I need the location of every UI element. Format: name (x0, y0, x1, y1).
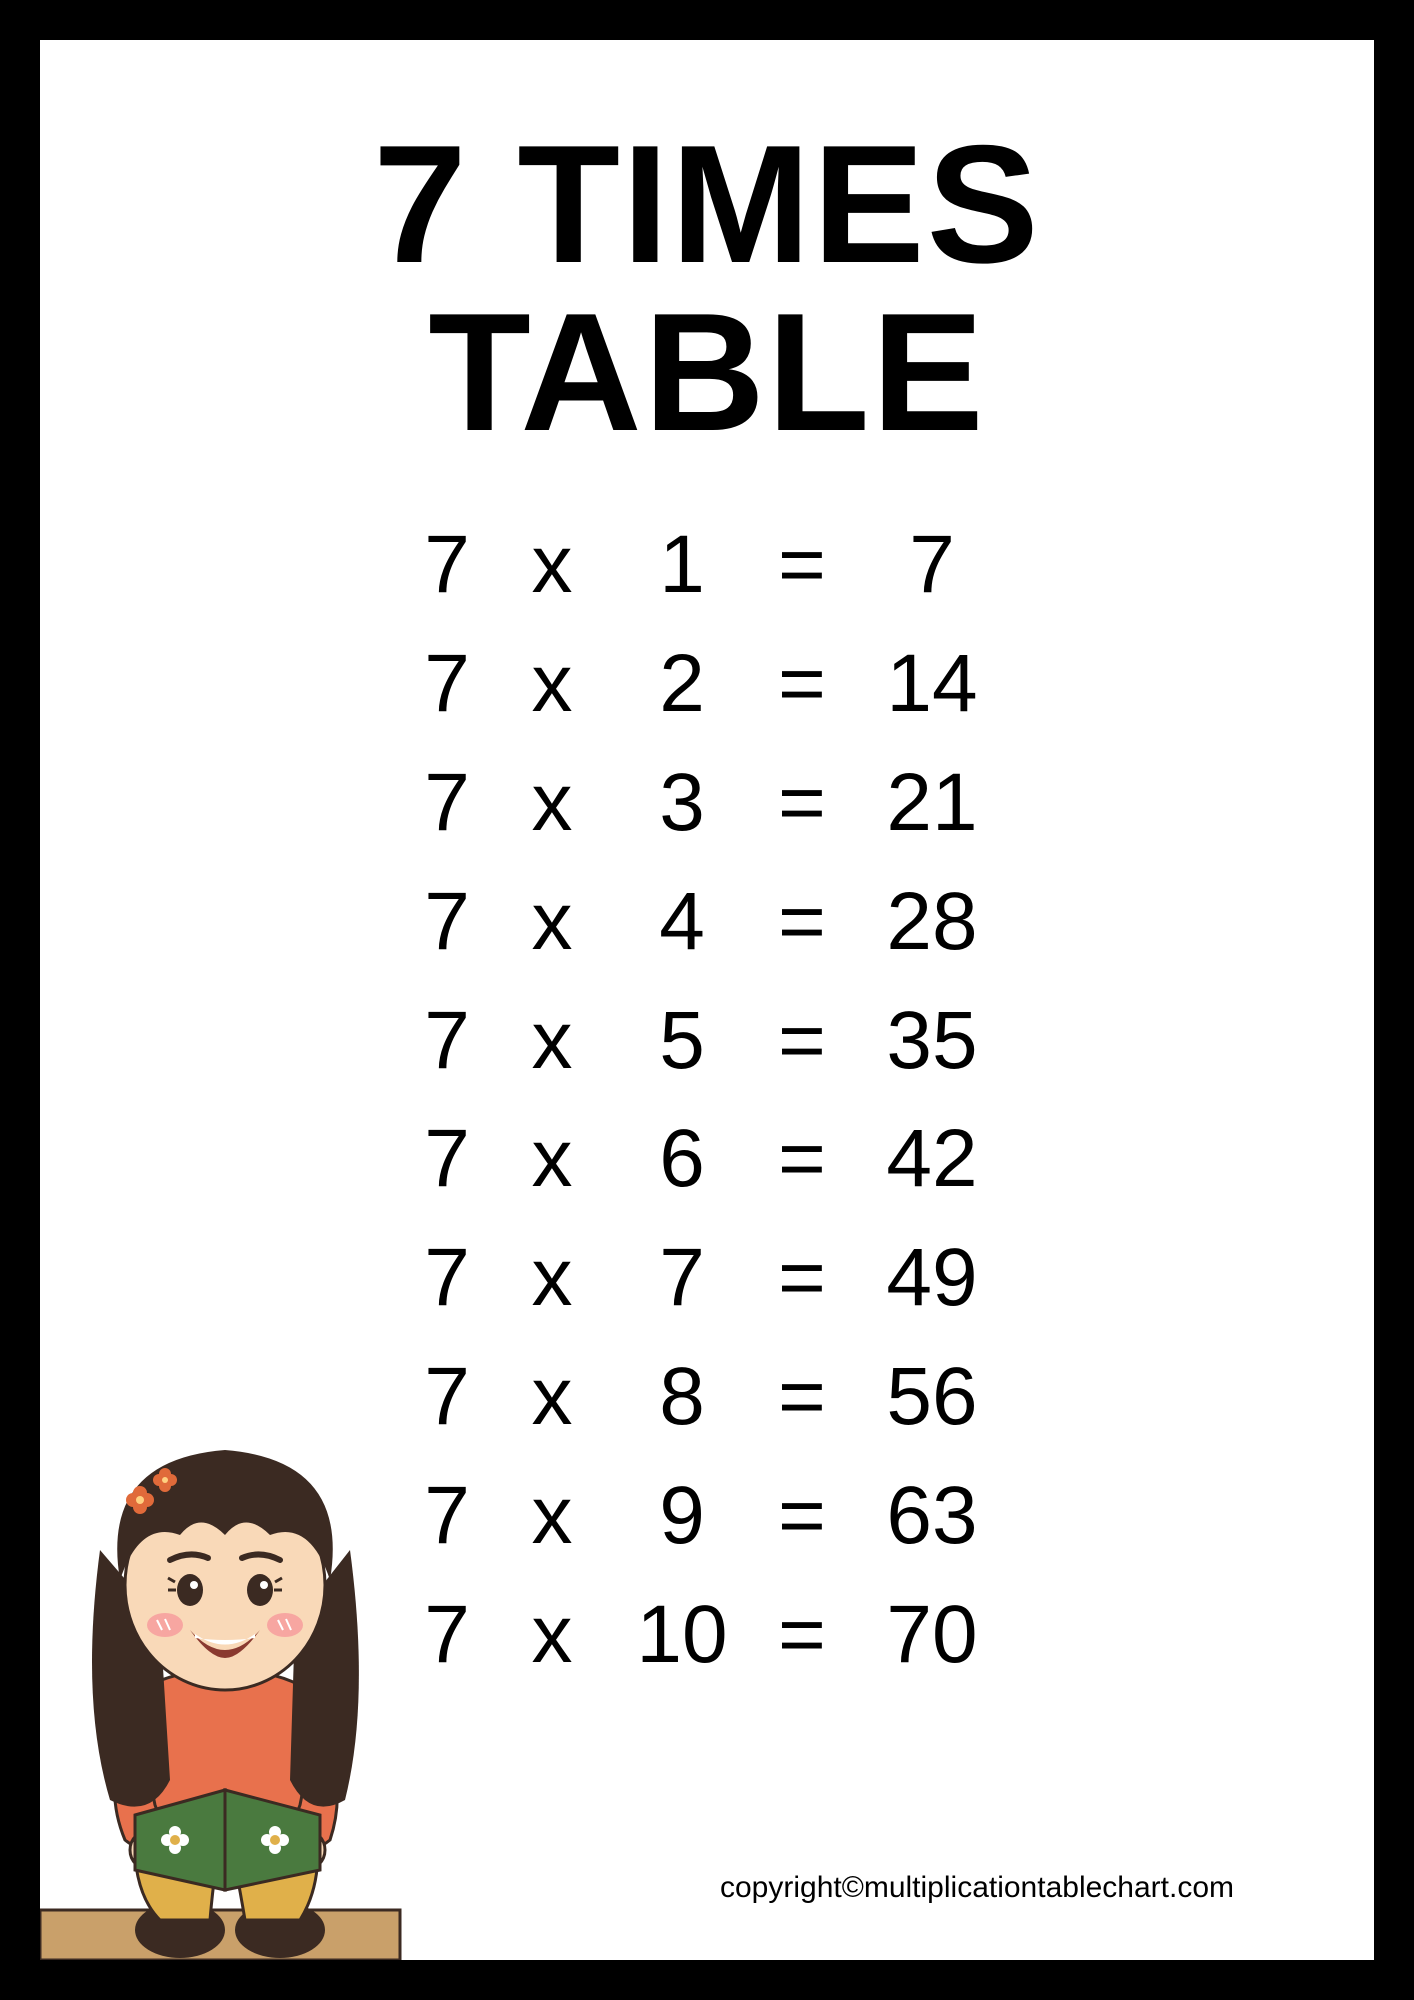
multiplier: 6 (612, 1100, 752, 1219)
operator: x (492, 1576, 612, 1695)
operator: x (492, 1219, 612, 1338)
multiplicand: 7 (402, 863, 492, 982)
multiplier: 2 (612, 625, 752, 744)
result: 35 (852, 982, 1012, 1101)
operator: x (492, 982, 612, 1101)
multiplier: 7 (612, 1219, 752, 1338)
multiplicand: 7 (402, 625, 492, 744)
multiplier: 1 (612, 506, 752, 625)
multiplier: 9 (612, 1457, 752, 1576)
multiplier: 5 (612, 982, 752, 1101)
equals: = (752, 1576, 852, 1695)
table-row: 7 x 2 = 14 (402, 625, 1012, 744)
multiplier: 4 (612, 863, 752, 982)
multiplicand: 7 (402, 982, 492, 1101)
multiplicand: 7 (402, 1100, 492, 1219)
multiplier: 3 (612, 744, 752, 863)
result: 70 (852, 1576, 1012, 1695)
equals: = (752, 1219, 852, 1338)
equals: = (752, 863, 852, 982)
page-title: 7 TIMES TABLE (100, 120, 1314, 456)
girl-reading-illustration (40, 1420, 500, 1960)
equals: = (752, 625, 852, 744)
equals: = (752, 1338, 852, 1457)
operator: x (492, 1338, 612, 1457)
multiplicand: 7 (402, 744, 492, 863)
operator: x (492, 744, 612, 863)
table-row: 7 x 1 = 7 (402, 506, 1012, 625)
equals: = (752, 1100, 852, 1219)
operator: x (492, 1100, 612, 1219)
operator: x (492, 863, 612, 982)
result: 14 (852, 625, 1012, 744)
table-row: 7 x 3 = 21 (402, 744, 1012, 863)
multiplier: 8 (612, 1338, 752, 1457)
operator: x (492, 1457, 612, 1576)
result: 21 (852, 744, 1012, 863)
result: 28 (852, 863, 1012, 982)
equals: = (752, 982, 852, 1101)
result: 63 (852, 1457, 1012, 1576)
copyright-text: copyright©multiplicationtablechart.com (720, 1871, 1234, 1905)
multiplicand: 7 (402, 506, 492, 625)
multiplier: 10 (612, 1576, 752, 1695)
table-row: 7 x 6 = 42 (402, 1100, 1012, 1219)
equals: = (752, 506, 852, 625)
table-row: 7 x 4 = 28 (402, 863, 1012, 982)
equals: = (752, 744, 852, 863)
operator: x (492, 625, 612, 744)
result: 7 (852, 506, 1012, 625)
page-frame: 7 TIMES TABLE 7 x 1 = 7 7 x 2 = 14 7 x 3… (40, 40, 1374, 1960)
result: 42 (852, 1100, 1012, 1219)
table-row: 7 x 5 = 35 (402, 982, 1012, 1101)
table-row: 7 x 7 = 49 (402, 1219, 1012, 1338)
equals: = (752, 1457, 852, 1576)
result: 49 (852, 1219, 1012, 1338)
operator: x (492, 506, 612, 625)
multiplicand: 7 (402, 1219, 492, 1338)
result: 56 (852, 1338, 1012, 1457)
